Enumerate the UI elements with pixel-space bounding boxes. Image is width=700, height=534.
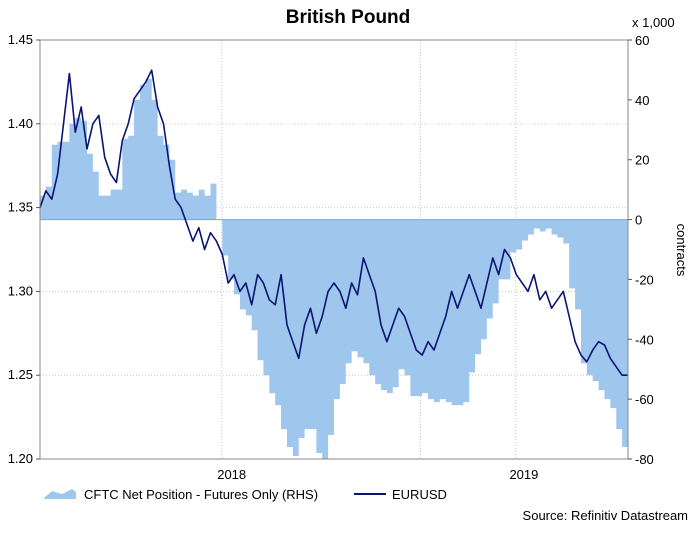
eurusd-line [39, 69, 628, 376]
legend: CFTC Net Position - Futures Only (RHS) E… [44, 487, 447, 502]
right-tick-label: 60 [635, 33, 649, 48]
left-tick-label: 1.20 [8, 451, 33, 466]
right-axis-unit: x 1,000 [632, 15, 675, 30]
right-axis-label: contracts [674, 224, 689, 277]
left-tick-label: 1.40 [8, 116, 33, 131]
right-tick-label: 40 [635, 93, 649, 108]
legend-area-label: CFTC Net Position - Futures Only (RHS) [84, 487, 318, 502]
right-tick-label: -20 [635, 272, 654, 287]
left-axis-ticks: 1.20 1.25 1.30 1.35 1.40 1.45 [8, 32, 40, 466]
chart-title: British Pound [286, 7, 411, 28]
left-tick-label: 1.30 [8, 283, 33, 298]
right-tick-label: 0 [635, 213, 642, 228]
right-axis-ticks: -80 -60 -40 -20 0 20 40 60 [628, 33, 654, 467]
x-tick-label: 2018 [217, 467, 246, 482]
plot-frame [39, 39, 629, 460]
right-tick-label: 20 [635, 153, 649, 168]
net-position-area [40, 78, 628, 460]
legend-area-swatch [44, 489, 76, 499]
x-axis-ticks: 2018 2019 [217, 467, 538, 482]
legend-line-label: EURUSD [392, 487, 447, 502]
right-tick-label: -60 [635, 392, 654, 407]
right-tick-label: -80 [635, 452, 654, 467]
source-note: Source: Refinitiv Datastream [523, 508, 688, 523]
right-tick-label: -40 [635, 332, 654, 347]
left-tick-label: 1.45 [8, 32, 33, 47]
left-tick-label: 1.25 [8, 367, 33, 382]
left-tick-label: 1.35 [8, 200, 33, 215]
year-dividers [221, 40, 517, 459]
x-tick-label: 2019 [509, 467, 538, 482]
